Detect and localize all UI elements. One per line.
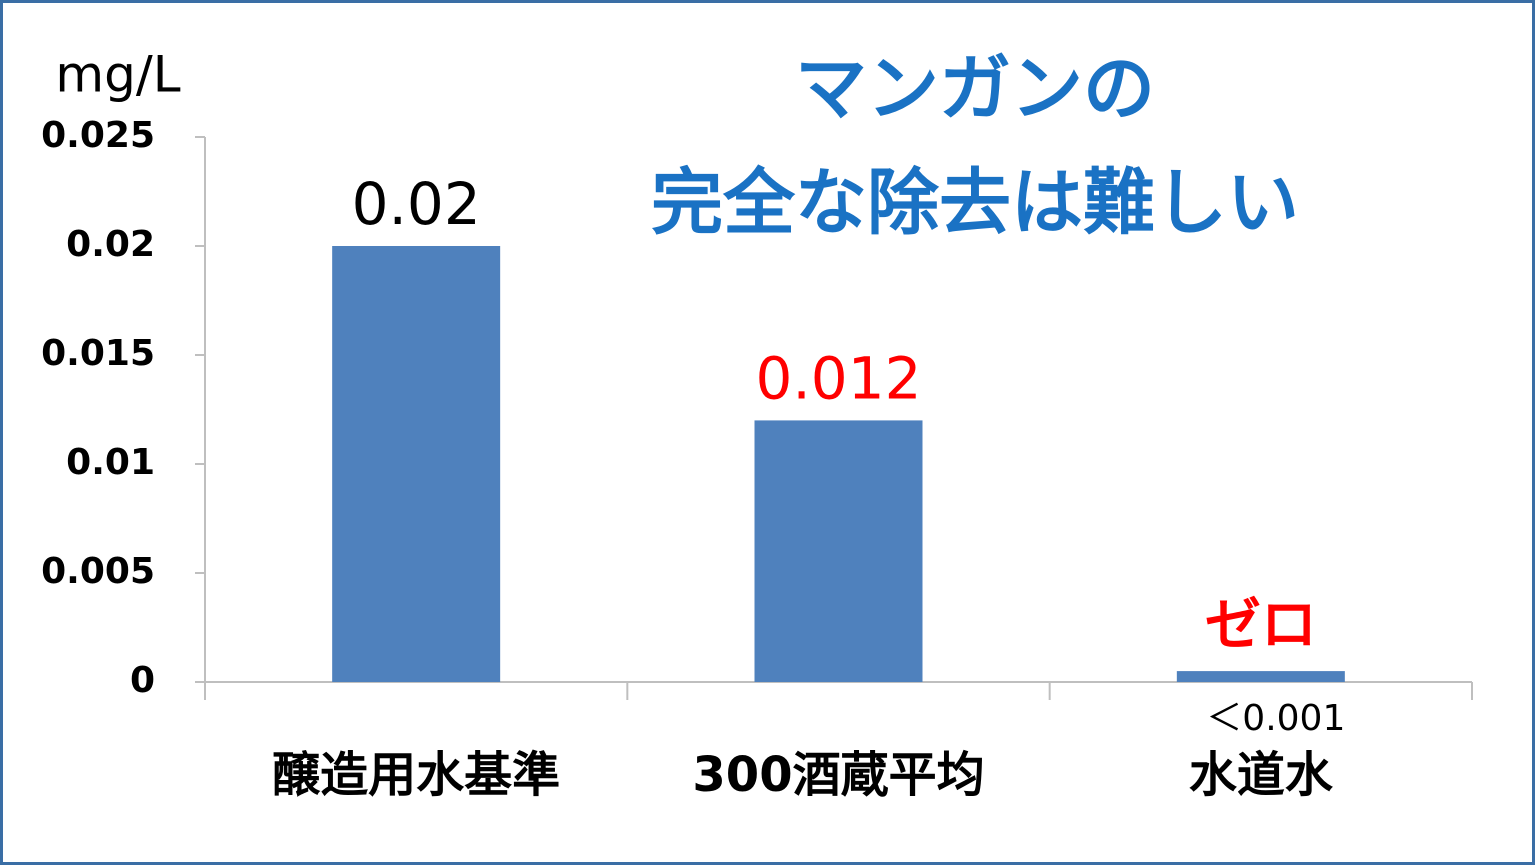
bar bbox=[754, 420, 923, 682]
value-label: 0.02 bbox=[352, 170, 481, 238]
bar bbox=[332, 246, 501, 682]
annotation: ゼロ bbox=[1205, 593, 1317, 658]
y-tick-label: 0.005 bbox=[41, 551, 155, 592]
bar bbox=[1176, 671, 1345, 682]
value-label: 0.012 bbox=[755, 345, 921, 413]
y-tick-label: 0.015 bbox=[41, 333, 155, 374]
y-tick-label: 0 bbox=[130, 660, 155, 701]
x-tick-label: 醸造用水基準 bbox=[272, 747, 560, 803]
x-tick-label: 水道水 bbox=[1189, 747, 1334, 803]
y-tick-label: 0.01 bbox=[66, 442, 155, 483]
x-tick-label: 300酒蔵平均 bbox=[692, 747, 984, 803]
chart-title: マンガンの bbox=[795, 47, 1155, 131]
y-tick-label: 0.025 bbox=[41, 115, 155, 156]
y-axis-label: mg/L bbox=[55, 46, 180, 104]
chart-title: 完全な除去は難しい bbox=[651, 161, 1299, 245]
annotation: ＜0.001 bbox=[1206, 698, 1345, 739]
y-tick-label: 0.02 bbox=[66, 224, 155, 265]
